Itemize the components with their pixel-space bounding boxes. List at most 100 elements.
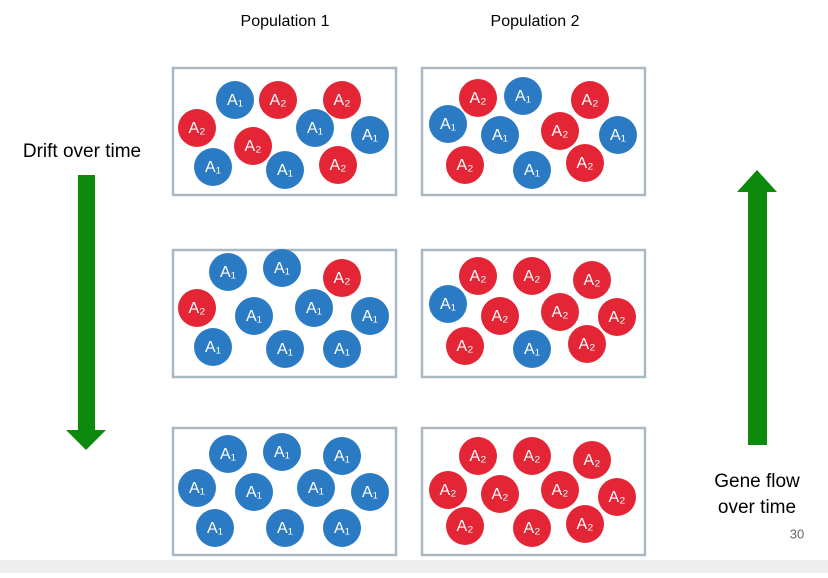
allele-circle — [481, 116, 519, 154]
allele-circle — [566, 505, 604, 543]
allele-circle — [599, 116, 637, 154]
allele-label: A₁ — [492, 127, 508, 144]
allele-label: A₂ — [334, 92, 351, 109]
allele-circle — [513, 330, 551, 368]
allele-label: A₂ — [609, 309, 626, 326]
allele-label: A₁ — [524, 341, 540, 358]
allele-label: A₂ — [524, 268, 541, 285]
allele-label: A₂ — [189, 300, 206, 317]
allele-label: A₁ — [308, 480, 324, 497]
allele-circle — [209, 435, 247, 473]
allele-label: A₂ — [577, 516, 594, 533]
allele-circle — [323, 81, 361, 119]
allele-circle — [429, 471, 467, 509]
allele-circle — [209, 253, 247, 291]
drift-label: Drift over time — [23, 141, 141, 162]
allele-label: A₂ — [440, 482, 457, 499]
allele-label: A₁ — [362, 308, 378, 325]
allele-circle — [459, 79, 497, 117]
allele-circle — [216, 81, 254, 119]
allele-circle — [504, 77, 542, 115]
allele-label: A₁ — [207, 520, 223, 537]
allele-circle — [513, 437, 551, 475]
allele-circle — [323, 259, 361, 297]
allele-label: A₂ — [582, 92, 599, 109]
allele-circle — [178, 289, 216, 327]
allele-circle — [351, 297, 389, 335]
allele-circle — [323, 330, 361, 368]
allele-circle — [266, 509, 304, 547]
allele-circle — [513, 509, 551, 547]
allele-circle — [319, 146, 357, 184]
allele-circle — [194, 328, 232, 366]
allele-circle — [263, 249, 301, 287]
allele-circle — [235, 297, 273, 335]
allele-circle — [459, 437, 497, 475]
allele-label: A₂ — [579, 336, 596, 353]
allele-label: A₂ — [609, 489, 626, 506]
allele-label: A₁ — [362, 484, 378, 501]
allele-label: A₁ — [440, 116, 456, 133]
allele-label: A₂ — [552, 123, 569, 140]
allele-label: A₁ — [334, 341, 350, 358]
panels: A₁ A₂ A₂ A₂ A₁ A₁ A₂ A₁ A₁ A₂ A₂ A₁ A₂ A₁ A₁ A₂ A₁ A₂ A₁ A₂… — [171, 66, 647, 557]
allele-circle — [481, 475, 519, 513]
allele-label: A₁ — [610, 127, 626, 144]
allele-circle — [566, 144, 604, 182]
allele-label: A₁ — [306, 300, 322, 317]
allele-circle — [513, 257, 551, 295]
allele-label: A₂ — [270, 92, 287, 109]
slide-number: 30 — [790, 526, 804, 541]
allele-label: A₁ — [246, 308, 262, 325]
allele-circle — [194, 148, 232, 186]
allele-label: A₂ — [457, 338, 474, 355]
allele-circle — [446, 507, 484, 545]
allele-label: A₂ — [470, 448, 487, 465]
allele-label: A₁ — [515, 88, 531, 105]
allele-circle — [178, 109, 216, 147]
population-label: Population 2 — [491, 13, 580, 30]
allele-circle — [259, 81, 297, 119]
allele-circle — [323, 437, 361, 475]
allele-label: A₂ — [492, 486, 509, 503]
allele-label: A₁ — [524, 162, 540, 179]
allele-label: A₁ — [362, 127, 378, 144]
allele-circle — [513, 151, 551, 189]
allele-circle — [541, 293, 579, 331]
allele-circle — [573, 261, 611, 299]
allele-label: A₁ — [220, 446, 236, 463]
allele-label: A₁ — [274, 260, 290, 277]
allele-circle — [598, 478, 636, 516]
allele-label: A₁ — [307, 120, 323, 137]
allele-label: A₂ — [492, 308, 509, 325]
allele-circle — [446, 327, 484, 365]
allele-label: A₁ — [205, 159, 221, 176]
allele-circle — [234, 127, 272, 165]
gene-flow-label: Gene flow — [714, 471, 800, 492]
allele-label: A₁ — [277, 162, 293, 179]
allele-circle — [573, 441, 611, 479]
allele-label: A₁ — [189, 480, 205, 497]
allele-label: A₁ — [246, 484, 262, 501]
allele-circle — [351, 473, 389, 511]
gene-flow-label: over time — [718, 497, 796, 518]
allele-circle — [446, 146, 484, 184]
allele-circle — [568, 325, 606, 363]
allele-label: A₂ — [524, 448, 541, 465]
allele-circle — [297, 469, 335, 507]
allele-circle — [598, 298, 636, 336]
allele-circle — [196, 509, 234, 547]
allele-circle — [266, 151, 304, 189]
allele-label: A₂ — [524, 520, 541, 537]
allele-label: A₂ — [584, 452, 601, 469]
allele-label: A₂ — [470, 90, 487, 107]
allele-circle — [263, 433, 301, 471]
allele-label: A₁ — [227, 92, 243, 109]
drift-arrow — [66, 175, 106, 450]
allele-circle — [541, 112, 579, 150]
allele-label: A₂ — [584, 272, 601, 289]
allele-circle — [459, 257, 497, 295]
allele-circle — [541, 471, 579, 509]
